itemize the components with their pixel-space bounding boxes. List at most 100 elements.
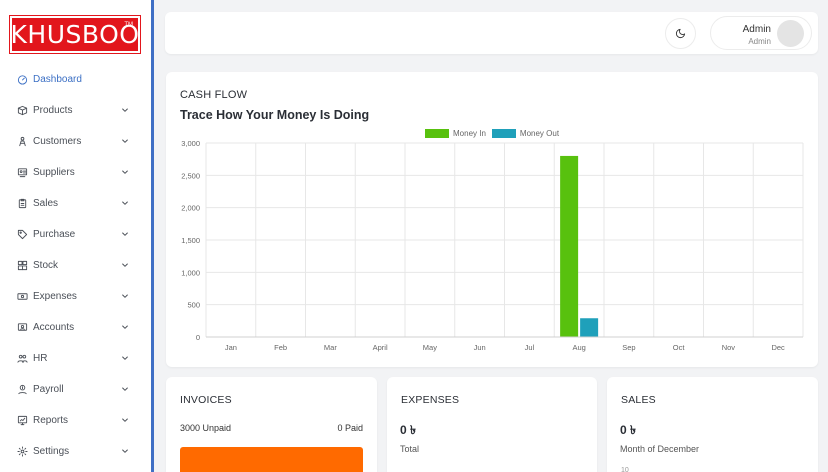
sidebar-item-settings[interactable]: Settings [0, 436, 150, 467]
legend-swatch [425, 128, 449, 138]
x-tick-label: May [423, 343, 437, 352]
sidebar-item-label: Purchase [33, 229, 76, 240]
theme-toggle-button[interactable] [665, 18, 696, 49]
x-tick-label: Jun [474, 343, 486, 352]
y-tick-label: 2,000 [181, 204, 200, 213]
sidebar-item-label: Settings [33, 446, 70, 457]
gear-icon [17, 446, 28, 457]
chevron-down-icon[interactable] [121, 385, 129, 393]
chevron-down-icon[interactable] [121, 354, 129, 362]
sidebar-item-label: Suppliers [33, 167, 75, 178]
expenses-caption: Total [400, 444, 420, 454]
x-tick-label: Sep [622, 343, 635, 352]
sidebar-item-expenses[interactable]: Expenses [0, 281, 150, 312]
logo-trademark: TM [124, 22, 133, 28]
customers-icon [17, 136, 28, 147]
clipboard-icon [17, 198, 28, 209]
payroll-icon [17, 384, 28, 395]
chevron-down-icon[interactable] [121, 106, 129, 114]
sidebar-item-payroll[interactable]: Payroll [0, 374, 150, 405]
sidebar-item-dashboard[interactable]: Dashboard [0, 64, 150, 95]
x-tick-label: Feb [274, 343, 287, 352]
cash-flow-title: CASH FLOW [180, 89, 248, 101]
logo-text: KHUSBOO [10, 20, 140, 49]
sidebar-item-label: Sales [33, 198, 59, 209]
bar-money-out-aug [580, 318, 599, 337]
chevron-down-icon[interactable] [121, 323, 129, 331]
invoices-card: INVOICES 3000 Unpaid 0 Paid [166, 377, 377, 472]
y-tick-label: 500 [187, 301, 200, 310]
sidebar-item-label: Reports [33, 415, 69, 426]
x-tick-label: Jan [225, 343, 237, 352]
sidebar-item-label: Payroll [33, 384, 64, 395]
cash-flow-chart: 0 500 1,000 1,500 2,000 2,500 3,000 Jan Feb Mar Ap… [181, 139, 804, 352]
sales-title: SALES [621, 394, 656, 406]
sales-peek-value: 10 [621, 467, 629, 472]
sidebar: KHUSBOO TM Dashboard Products Customers Sup… [0, 0, 152, 472]
sidebar-item-customers[interactable]: Customers [0, 126, 150, 157]
chart-legend: Money In Money Out [425, 127, 565, 139]
legend-item-money-out[interactable]: Money Out [491, 128, 560, 138]
cash-flow-card: CASH FLOW Trace How Your Money Is Doing … [166, 72, 818, 367]
user-name: Admin [742, 24, 771, 35]
brand-logo[interactable]: KHUSBOO TM [10, 16, 140, 53]
cash-flow-subtitle: Trace How Your Money Is Doing [180, 108, 370, 122]
suppliers-icon [17, 167, 28, 178]
sidebar-item-accounts[interactable]: Accounts [0, 312, 150, 343]
sidebar-item-hr[interactable]: HR [0, 343, 150, 374]
sales-amount: 0 ৳ [620, 423, 636, 437]
legend-swatch [491, 128, 516, 138]
x-tick-label: Dec [771, 343, 785, 352]
user-menu[interactable]: Admin Admin [710, 16, 812, 50]
sidebar-scrollbar[interactable] [151, 0, 154, 472]
x-tick-label: Aug [572, 343, 585, 352]
chevron-down-icon[interactable] [121, 261, 129, 269]
x-tick-label: Mar [324, 343, 337, 352]
sidebar-item-label: HR [33, 353, 48, 364]
sidebar-item-purchase[interactable]: Purchase [0, 219, 150, 250]
tag-icon [17, 229, 28, 240]
dashboard-icon [17, 74, 28, 85]
user-role: Admin [748, 37, 771, 46]
expenses-title: EXPENSES [401, 394, 460, 406]
y-tick-label: 1,000 [181, 268, 200, 277]
legend-item-money-in[interactable]: Money In [425, 128, 486, 138]
expenses-amount: 0 ৳ [400, 423, 416, 437]
legend-label: Money In [453, 128, 486, 138]
legend-label: Money Out [519, 128, 560, 138]
chevron-down-icon[interactable] [121, 230, 129, 238]
invoices-title: INVOICES [180, 394, 232, 406]
moon-icon [675, 28, 686, 39]
sales-card: SALES 0 ৳ Month of December 10 [607, 377, 818, 472]
invoices-unpaid: 3000 Unpaid [180, 423, 232, 433]
x-tick-label: April [373, 343, 388, 352]
x-tick-label: Oct [673, 343, 686, 352]
warehouse-icon [17, 260, 28, 271]
sidebar-item-label: Stock [33, 260, 59, 271]
bar-money-in-aug [560, 155, 579, 337]
sidebar-item-label: Products [33, 105, 73, 116]
invoices-progress-bar [180, 447, 363, 472]
sidebar-item-sales[interactable]: Sales [0, 188, 150, 219]
sidebar-item-stock[interactable]: Stock [0, 250, 150, 281]
chevron-down-icon[interactable] [121, 416, 129, 424]
chevron-down-icon[interactable] [121, 447, 129, 455]
chevron-down-icon[interactable] [121, 292, 129, 300]
sidebar-item-label: Dashboard [33, 74, 82, 85]
sidebar-item-label: Expenses [33, 291, 77, 302]
sidebar-item-reports[interactable]: Reports [0, 405, 150, 436]
sidebar-nav: Dashboard Products Customers Suppliers Sales… [0, 64, 150, 467]
y-tick-label: 3,000 [181, 139, 200, 148]
chevron-down-icon[interactable] [121, 199, 129, 207]
chevron-down-icon[interactable] [121, 168, 129, 176]
expenses-card: EXPENSES 0 ৳ Total [387, 377, 597, 472]
x-tick-label: Jul [525, 343, 535, 352]
y-tick-label: 1,500 [181, 236, 200, 245]
top-header: Admin Admin [165, 12, 818, 54]
sales-caption: Month of December [620, 444, 700, 454]
chevron-down-icon[interactable] [121, 137, 129, 145]
sidebar-item-suppliers[interactable]: Suppliers [0, 157, 150, 188]
accounts-icon [17, 322, 28, 333]
sidebar-item-products[interactable]: Products [0, 95, 150, 126]
avatar[interactable] [777, 20, 804, 47]
